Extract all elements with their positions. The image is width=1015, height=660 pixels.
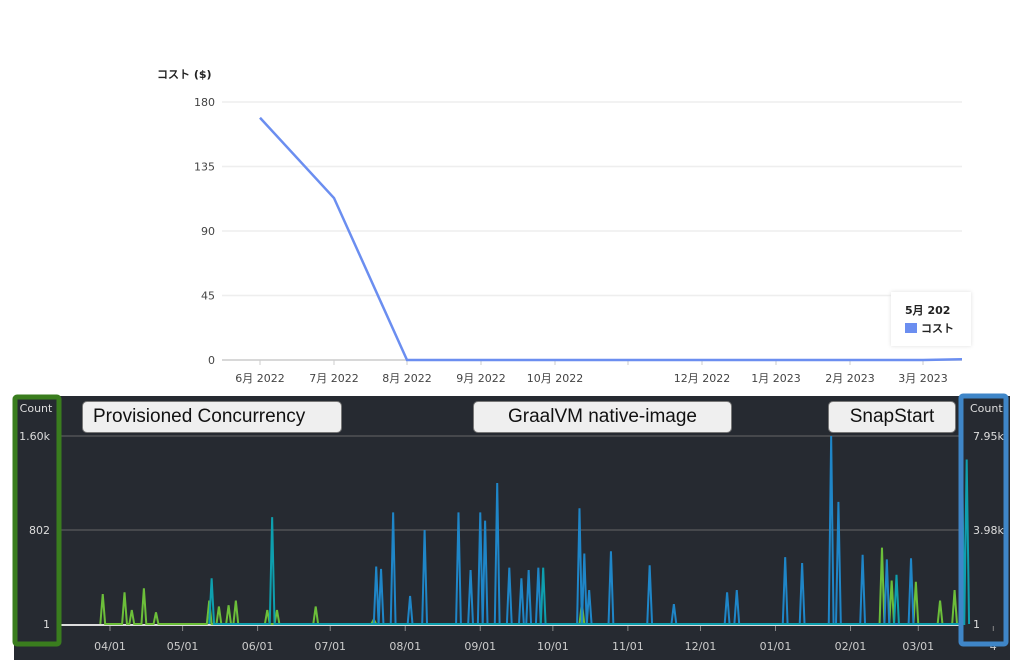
cost-line	[259, 116, 962, 362]
annotation-snapstart: SnapStart	[828, 401, 956, 433]
x-tick-label: 06/01	[242, 640, 274, 653]
annotation-graalvm: GraalVM native-image	[473, 401, 732, 433]
series-line-0	[99, 547, 958, 625]
right-axis-highlight	[958, 393, 1009, 647]
x-tick-label: 11/01	[612, 640, 644, 653]
legend: 5月 202 コスト	[891, 292, 971, 346]
y-tick-label: 45	[201, 290, 215, 303]
right-axis-title: Count	[970, 402, 1003, 415]
x-tick-label: 03/01	[902, 640, 934, 653]
x-tick-label: 05/01	[167, 640, 199, 653]
y-tick-label: 0	[208, 354, 215, 367]
legend-title: 5月 202	[905, 304, 951, 317]
x-tick-label: 3月 2023	[898, 372, 948, 385]
series-line-2	[208, 440, 971, 625]
legend-entry: コスト	[905, 320, 954, 336]
left-y-tick-label: 802	[29, 524, 50, 537]
legend-label: コスト	[921, 322, 954, 335]
y-tick-label: 180	[194, 96, 215, 109]
legend-swatch	[905, 323, 917, 333]
right-y-tick-label: 1	[973, 618, 980, 631]
x-tick-label: 04/01	[94, 640, 126, 653]
right-y-tick-label: 7.95k	[973, 430, 1004, 443]
x-tick-label: 6月 2022	[235, 372, 285, 385]
annotation-provisioned-concurrency: Provisioned Concurrency	[82, 401, 342, 433]
x-tick-label: 2月 2023	[825, 372, 875, 385]
x-tick-label: 1月 2023	[751, 372, 801, 385]
x-tick-label: 02/01	[835, 640, 867, 653]
x-tick-label: 08/01	[389, 640, 421, 653]
x-tick-label: 10月 2022	[527, 372, 584, 385]
right-y-tick-label: 3.98k	[973, 524, 1004, 537]
x-tick-label: 12月 2022	[674, 372, 731, 385]
x-tick-label: 12/01	[685, 640, 717, 653]
x-tick-label: 7月 2022	[309, 372, 359, 385]
left-y-tick-label: 1	[43, 618, 50, 631]
y-tick-label: 90	[201, 225, 215, 238]
y-axis-title: コスト ($)	[157, 68, 212, 81]
y-tick-label: 135	[194, 161, 215, 174]
x-tick-label: 07/01	[314, 640, 346, 653]
x-tick-label: 01/01	[760, 640, 792, 653]
x-tick-label: 10/01	[537, 640, 569, 653]
left-axis-highlight	[12, 394, 62, 647]
x-tick-label: 09/01	[464, 640, 496, 653]
x-tick-label: 8月 2022	[382, 372, 432, 385]
left-y-tick-label: 1.60k	[19, 430, 50, 443]
left-axis-title: Count	[20, 402, 53, 415]
x-tick-label: 9月 2022	[456, 372, 506, 385]
